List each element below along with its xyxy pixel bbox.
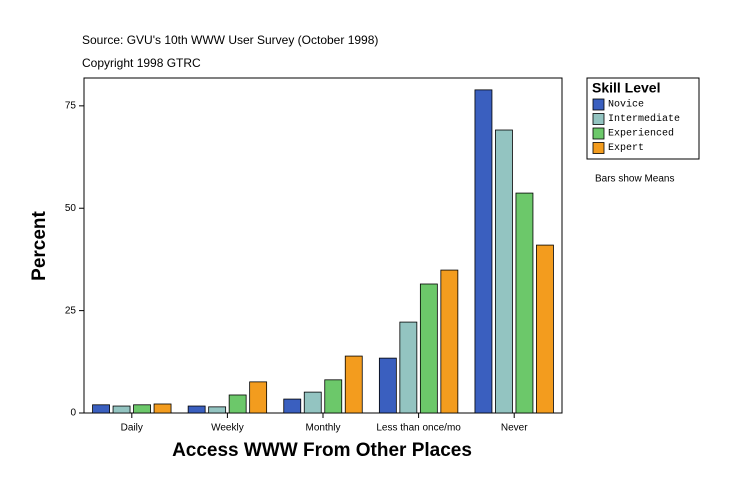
legend-label: Experienced (608, 128, 674, 140)
bar (440, 269, 459, 414)
bar (133, 404, 151, 414)
bar (419, 283, 438, 414)
y-tick-label: 25 (65, 305, 77, 316)
bar (92, 404, 110, 414)
bar (249, 381, 268, 414)
bar (187, 405, 206, 414)
bar (324, 379, 343, 414)
bar (474, 89, 493, 414)
y-axis-label: Percent (29, 210, 50, 280)
bar (153, 403, 172, 414)
x-tick-label: Weekly (211, 423, 244, 434)
legend-swatch (592, 142, 605, 154)
y-tick-label: 75 (65, 100, 77, 111)
bar (344, 355, 363, 414)
legend-label: Novice (608, 99, 644, 111)
x-tick-label: Daily (121, 423, 143, 434)
chart-subtitle: Copyright 1998 GTRC (82, 56, 201, 70)
legend-label: Expert (608, 143, 644, 154)
legend-title: Skill Level (592, 80, 660, 96)
legend-swatch (592, 127, 605, 140)
x-tick-label: Never (501, 423, 528, 434)
x-axis-label: Access WWW From Other Places (172, 440, 472, 461)
legend-label: Intermediate (608, 113, 680, 125)
bar (515, 192, 534, 414)
y-tick-label: 0 (70, 408, 76, 419)
bar (378, 357, 397, 414)
legend-box (586, 77, 700, 160)
bar (228, 394, 247, 414)
annotation: Bars show Means (595, 174, 674, 185)
chart-title: Source: GVU's 10th WWW User Survey (Octo… (82, 33, 378, 47)
y-tick-label: 50 (65, 203, 77, 214)
legend-swatch (592, 113, 605, 125)
bar (536, 244, 554, 414)
bar (495, 129, 513, 414)
x-tick-label: Monthly (305, 423, 340, 434)
bar (283, 398, 302, 414)
bar (208, 406, 227, 414)
legend-swatch (592, 98, 605, 111)
bar (112, 405, 131, 414)
bar (303, 391, 322, 414)
bar (399, 321, 418, 414)
x-tick-label: Less than once/mo (376, 423, 461, 434)
